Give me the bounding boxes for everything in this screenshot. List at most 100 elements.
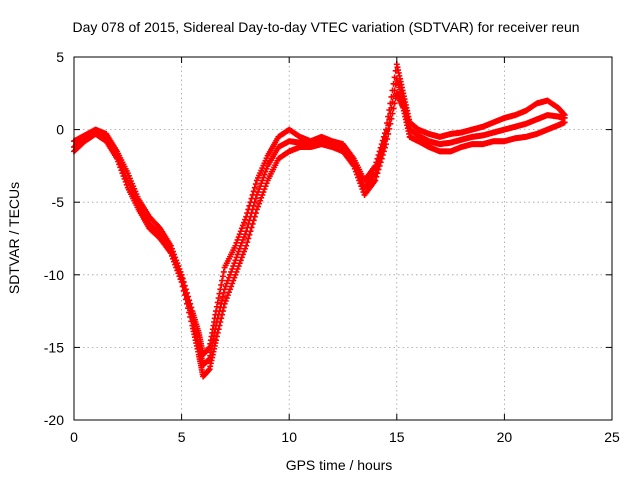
data-point-trace bbox=[234, 236, 241, 243]
data-point-trace bbox=[377, 152, 384, 159]
data-point-trace bbox=[235, 263, 242, 270]
data-point-trace bbox=[224, 292, 231, 299]
data-point bbox=[243, 242, 250, 249]
x-tick-label: 20 bbox=[497, 429, 513, 445]
data-point-trace bbox=[246, 217, 253, 224]
data-point-trace bbox=[216, 308, 223, 315]
x-tick-label: 25 bbox=[604, 429, 620, 445]
data-point-trace bbox=[217, 304, 224, 311]
x-tick-label: 15 bbox=[389, 429, 405, 445]
data-point-trace bbox=[237, 242, 244, 249]
x-tick-label: 10 bbox=[281, 429, 297, 445]
data-point-trace bbox=[239, 236, 246, 243]
data-point-trace bbox=[236, 260, 243, 267]
data-point-trace bbox=[239, 222, 246, 229]
data-point-trace bbox=[252, 181, 259, 188]
data-point-trace bbox=[259, 191, 266, 198]
data-point bbox=[213, 322, 220, 329]
data-point-trace bbox=[390, 93, 397, 100]
data-point-trace bbox=[238, 225, 245, 232]
data-point-trace bbox=[257, 183, 264, 190]
data-point-trace bbox=[224, 277, 231, 284]
y-tick-label: -5 bbox=[52, 194, 65, 210]
data-point-trace bbox=[389, 99, 396, 106]
x-tick-label: 5 bbox=[178, 429, 186, 445]
data-point-trace bbox=[215, 311, 222, 318]
data-point-trace bbox=[381, 137, 388, 144]
data-point-trace bbox=[391, 87, 398, 94]
data-point-trace bbox=[218, 281, 225, 288]
data-point-trace bbox=[375, 159, 382, 166]
data-point-trace bbox=[233, 239, 240, 246]
data-point-trace bbox=[262, 183, 269, 190]
data-point-trace bbox=[238, 239, 245, 246]
data-point bbox=[232, 271, 239, 278]
data-point-trace bbox=[237, 257, 244, 264]
data-point-trace bbox=[251, 199, 258, 206]
data-point-trace bbox=[183, 289, 190, 296]
data-point-trace bbox=[182, 290, 189, 297]
data-point bbox=[243, 228, 250, 235]
data-point-trace bbox=[179, 278, 186, 285]
data-point-trace bbox=[378, 148, 385, 155]
y-tick-label: 5 bbox=[56, 49, 64, 65]
grid bbox=[74, 57, 612, 420]
data-point-trace bbox=[220, 289, 227, 296]
data-point-trace bbox=[213, 318, 220, 325]
data-point bbox=[221, 286, 228, 293]
y-tick-label: -10 bbox=[44, 267, 64, 283]
data-point bbox=[372, 170, 379, 177]
data-point-trace bbox=[175, 265, 182, 272]
data-point-trace bbox=[223, 295, 230, 302]
data-point-trace bbox=[257, 197, 264, 204]
data-point-trace bbox=[236, 245, 243, 252]
data-point-trace bbox=[231, 274, 238, 281]
data-point-trace bbox=[242, 231, 249, 238]
data-point-trace bbox=[229, 280, 236, 287]
data-point-trace bbox=[230, 263, 237, 270]
data-point bbox=[372, 177, 379, 184]
data-point-trace bbox=[225, 274, 232, 281]
data-point-trace bbox=[176, 268, 183, 275]
data-point-trace bbox=[245, 220, 252, 227]
data-point-trace bbox=[183, 295, 190, 302]
data-point-trace bbox=[262, 168, 269, 175]
chart-title: Day 078 of 2015, Sidereal Day-to-day VTE… bbox=[72, 19, 579, 35]
data-point-trace bbox=[251, 184, 258, 191]
data-point-trace bbox=[244, 224, 251, 231]
data-point-trace bbox=[241, 219, 248, 226]
y-axis-label: SDTVAR / TECUs bbox=[6, 182, 22, 294]
data-point-trace bbox=[220, 268, 227, 275]
data-marks bbox=[71, 61, 568, 380]
data-point-trace bbox=[171, 254, 178, 261]
data-point-trace bbox=[385, 122, 392, 129]
data-point-trace bbox=[259, 177, 266, 184]
data-point-trace bbox=[230, 277, 237, 284]
data-point-trace bbox=[388, 104, 395, 111]
data-point bbox=[561, 114, 568, 121]
plot-frame bbox=[73, 56, 613, 421]
data-point-trace bbox=[214, 315, 221, 322]
data-point-trace bbox=[214, 299, 221, 306]
data-point-trace bbox=[223, 280, 230, 287]
data-point-trace bbox=[187, 307, 194, 314]
x-axis-label: GPS time / hours bbox=[286, 457, 393, 473]
data-point-trace bbox=[174, 263, 181, 270]
data-point bbox=[253, 191, 260, 198]
data-point bbox=[383, 133, 390, 140]
data-point-trace bbox=[263, 165, 270, 172]
data-point bbox=[178, 274, 185, 281]
series-track-2 bbox=[71, 61, 568, 358]
data-point-trace bbox=[218, 300, 225, 307]
data-point bbox=[232, 257, 239, 264]
data-point-trace bbox=[234, 251, 241, 258]
data-point-trace bbox=[260, 189, 267, 196]
data-point-trace bbox=[228, 283, 235, 290]
data-point-trace bbox=[237, 228, 244, 235]
data-point-trace bbox=[180, 282, 187, 289]
data-point-trace bbox=[219, 277, 226, 284]
data-point-trace bbox=[185, 299, 192, 306]
data-point-trace bbox=[252, 195, 259, 202]
data-point-trace bbox=[254, 189, 261, 196]
